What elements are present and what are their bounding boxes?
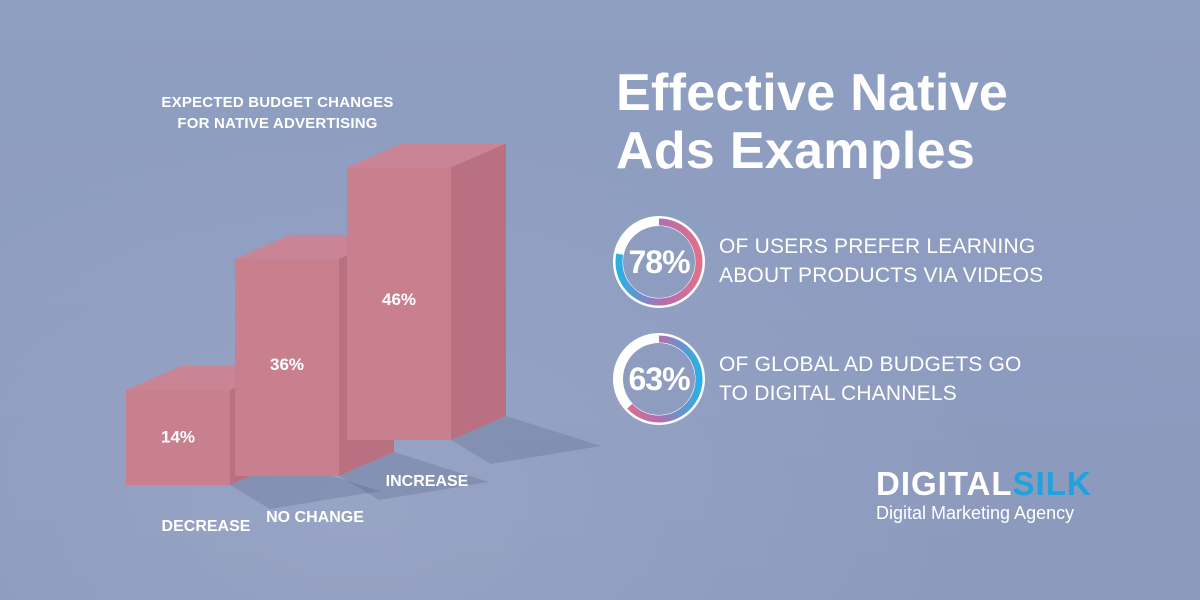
bar-value-label: 14% [161, 428, 195, 447]
stat-description-videos: OF USERS PREFER LEARNING ABOUT PRODUCTS … [719, 232, 1043, 290]
stat-value: 63% [628, 360, 690, 397]
chart-title-line-1: EXPECTED BUDGET CHANGES [161, 94, 394, 111]
headline-line-1: Effective Native [616, 64, 1009, 122]
bar-shadow [339, 452, 489, 500]
stat-value: 78% [628, 243, 690, 280]
bar-shadow [451, 416, 601, 464]
headline-line-2: Ads Examples [616, 122, 976, 180]
bar-category-label: NO CHANGE [266, 509, 364, 526]
ring-inner [623, 226, 695, 298]
stat-ring-budgets: 63% [611, 331, 707, 427]
stat-line-2: ABOUT PRODUCTS VIA VIDEOS [719, 264, 1044, 287]
ring-progress-arc [615, 218, 703, 306]
stat-description-budgets: OF GLOBAL AD BUDGETS GO TO DIGITAL CHANN… [719, 350, 1022, 408]
stat-line-1: OF GLOBAL AD BUDGETS GO [719, 353, 1022, 376]
bar-top-face [347, 143, 506, 168]
progress-ring-icon [613, 333, 705, 425]
page-headline: Effective Native Ads Examples [616, 64, 1008, 180]
brand-logo: DIGITALSILK [876, 466, 1092, 502]
bar-value-label: 46% [382, 290, 416, 309]
chart-title-line-2: FOR NATIVE ADVERTISING [177, 115, 378, 132]
stat-line-2: TO DIGITAL CHANNELS [719, 382, 957, 405]
chart-title: EXPECTED BUDGET CHANGES FOR NATIVE ADVER… [130, 92, 425, 134]
bar-front-face [126, 390, 230, 485]
brand-word-part1: DIGITAL [876, 465, 1013, 502]
bar-category-label: INCREASE [386, 473, 469, 490]
bar-front-face [235, 258, 339, 476]
stat-line-1: OF USERS PREFER LEARNING [719, 235, 1036, 258]
ring-progress-arc [615, 335, 703, 423]
progress-ring-icon [613, 216, 705, 308]
brand-word-part2: SILK [1012, 465, 1092, 502]
bar-value-label: 36% [270, 355, 304, 374]
stat-ring-videos: 78% [611, 214, 707, 310]
bar-front-face [347, 167, 451, 440]
bar-category-label: DECREASE [162, 518, 251, 535]
bar-side-face [451, 143, 506, 440]
brand-tagline: Digital Marketing Agency [876, 503, 1075, 523]
ring-inner [623, 343, 695, 415]
